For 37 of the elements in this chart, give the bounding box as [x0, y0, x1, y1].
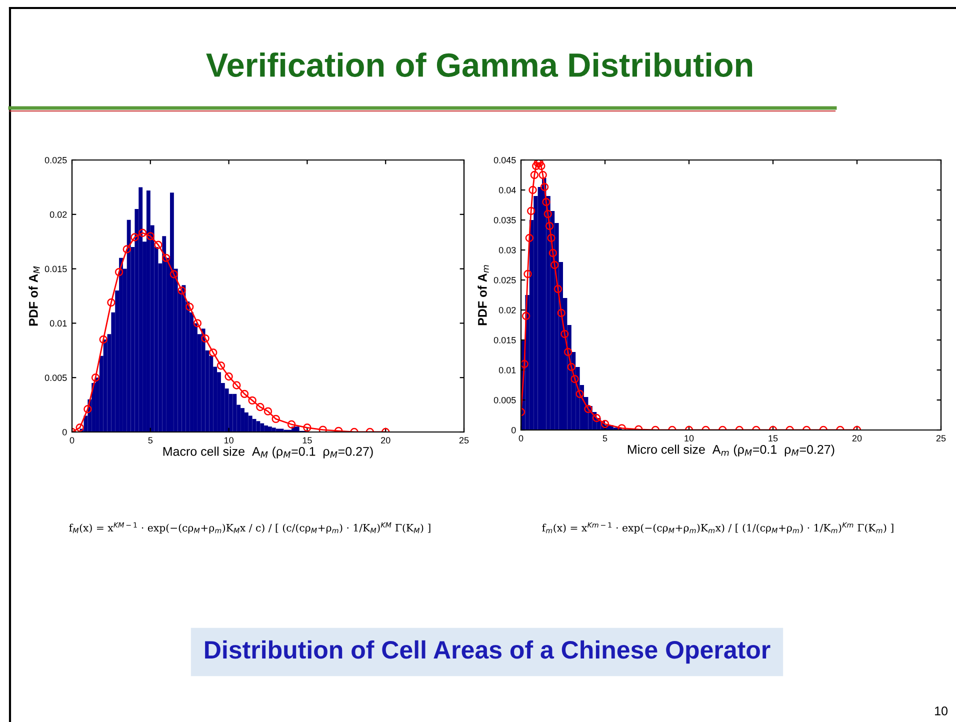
x-tick-label: 5 — [602, 435, 608, 442]
text: 10 — [935, 706, 948, 716]
y-tick-label: 0.01 — [50, 320, 67, 327]
y-axis-title: PDF of A$_{M}$ — [28, 266, 40, 326]
y-tick-label: 0.015 — [44, 266, 67, 272]
y-tick-label: 0 — [62, 428, 67, 436]
y-tick-label: 0.02 — [50, 211, 67, 218]
x-tick-label: 10 — [224, 437, 234, 444]
x-tick-label: 25 — [459, 437, 469, 444]
y-tick-label: 0.01 — [498, 366, 516, 374]
x-axis-title: Micro cell size A$_{m}$ (ρ$_{M}$=0.1 ρ$_{M}$=0.27) — [628, 444, 834, 456]
y-tick-label: 0.035 — [494, 216, 516, 224]
y-axis-title: PDF of A$_{m}$ — [478, 265, 489, 326]
x-tick-label: 15 — [302, 437, 312, 444]
x-tick-label: 0 — [518, 435, 524, 442]
y-tick-label: 0.015 — [494, 336, 516, 344]
chart-title: Verification of Gamma Distribution — [206, 52, 752, 77]
x-tick-label: 0 — [70, 437, 74, 444]
y-tick-label: 0.03 — [498, 246, 516, 254]
x-tick-label: 10 — [684, 435, 694, 442]
y-tick-label: 0.045 — [494, 156, 516, 164]
x-tick-label: 25 — [936, 435, 946, 442]
x-tick-label: 20 — [381, 437, 390, 444]
x-tick-label: 5 — [148, 437, 153, 444]
text: Distribution of Cell Areas of a Chinese Operator — [205, 640, 770, 664]
y-tick-label: 0.025 — [44, 156, 67, 164]
y-tick-label: 0.02 — [498, 306, 516, 314]
y-tick-label: 0.005 — [494, 396, 516, 404]
y-tick-label: 0 — [511, 426, 516, 434]
text: f$_{m}$(x) = x$^{Km−1}$ · exp(−(cρ$_{M}$+ρ$_{m}$)K$_{m}$x) / [ (1/(cρ$_{M}$+ρ$_{m}$) · 1/K$_{m}$)$^{Km}$ Γ(K$_{m}$) ] — [542, 522, 894, 534]
text: f$_{M}$(x) = x$^{KM−1}$ · exp(−(cρ$_{M}$+ρ$_{m}$)K$_{M}$x / c) / [ (c/(cρ$_{M}$+ρ$_{m}$) · 1/K$_{M}$)$^{KM}$ Γ(K$_{M}$) ] — [69, 522, 430, 534]
y-tick-label: 0.04 — [498, 186, 516, 194]
y-tick-label: 0.005 — [44, 374, 67, 381]
x-tick-label: 20 — [852, 435, 862, 442]
x-axis-title: Macro cell size A$_{M}$ (ρ$_{M}$=0.1 ρ$_{M}$=0.27) — [163, 446, 373, 458]
y-tick-label: 0.025 — [494, 276, 516, 284]
x-tick-label: 15 — [768, 435, 778, 442]
